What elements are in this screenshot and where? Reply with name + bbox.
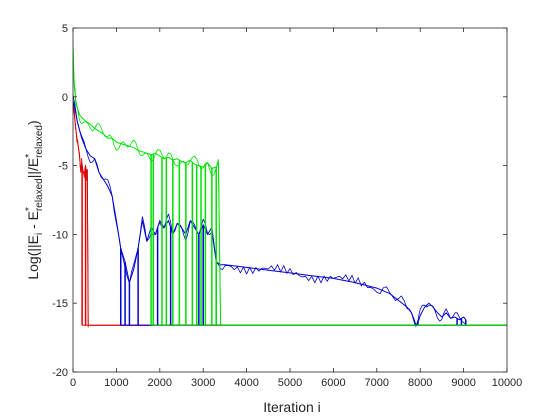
series-green xyxy=(73,40,507,326)
x-tick-label: 4000 xyxy=(234,377,258,389)
y-label-superscript: * xyxy=(24,154,35,158)
x-tick-label: 1000 xyxy=(104,377,128,389)
y-label-subscript: relaxed xyxy=(34,178,45,211)
x-tick-label: 10000 xyxy=(492,377,523,389)
x-tick-label: 7000 xyxy=(365,377,389,389)
y-axis-ticks: -20 -15 -10 -5 0 5 xyxy=(52,23,507,379)
y-tick-label: -20 xyxy=(52,367,68,379)
y-label-part: - E xyxy=(25,211,41,233)
series-layer xyxy=(73,40,507,328)
y-label-part: ||/E xyxy=(25,158,41,179)
plot-background xyxy=(73,28,507,372)
plot-area xyxy=(73,28,507,372)
y-label-subscript: i xyxy=(34,233,45,235)
x-tick-label: 5000 xyxy=(278,377,302,389)
y-tick-label: 5 xyxy=(62,23,68,35)
x-tick-label: 2000 xyxy=(148,377,172,389)
series-noise-blue xyxy=(73,94,466,327)
x-tick-label: 8000 xyxy=(408,377,432,389)
y-label-superscript: * xyxy=(24,207,35,211)
x-tick-label: 3000 xyxy=(191,377,215,389)
series-line-green xyxy=(73,47,507,326)
x-tick-label: 9000 xyxy=(451,377,475,389)
x-axis-ticks: 0 1000 2000 3000 4000 5000 6000 7000 8000 9000 100… xyxy=(70,28,522,389)
y-tick-label: -5 xyxy=(58,161,68,173)
y-tick-label: -10 xyxy=(52,229,68,241)
x-tick-label: 6000 xyxy=(321,377,345,389)
y-label-part: ) xyxy=(25,120,41,125)
y-axis-label: Log(||Ei - E*relaxed||/E*relaxed) xyxy=(24,120,45,279)
x-tick-label: 0 xyxy=(70,377,76,389)
y-label-subscript: relaxed xyxy=(34,125,45,158)
y-tick-label: -15 xyxy=(52,298,68,310)
series-group xyxy=(73,40,507,328)
y-tick-label: 0 xyxy=(62,92,68,104)
y-label-part: Log(||E xyxy=(25,235,41,280)
x-axis-label: Iteration i xyxy=(263,399,321,415)
